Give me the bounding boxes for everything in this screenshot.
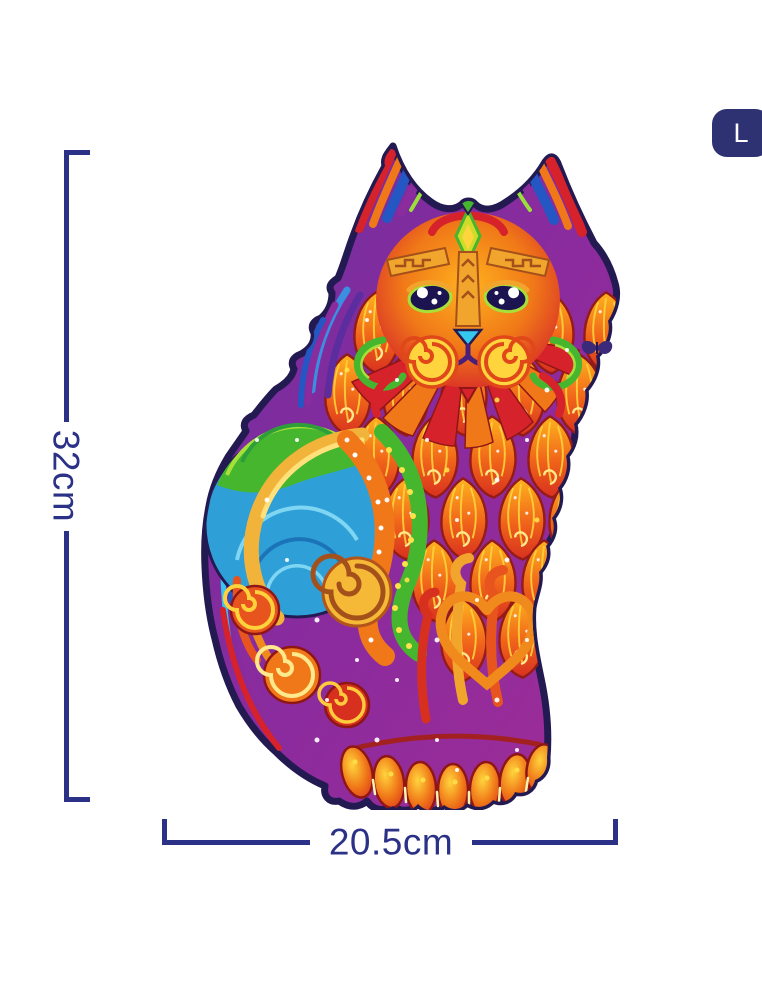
width-measure-left-tick [162,819,167,845]
height-measure-line-lower [64,531,69,802]
width-dimension-label: 20.5cm [328,821,454,863]
height-measure-bottom-tick [64,797,90,802]
width-measure-line-right [472,840,614,845]
height-measure-line-upper [64,150,69,422]
cat-illustration [201,142,621,810]
size-badge-label: L [733,117,749,148]
butterfly-mark [581,340,613,354]
height-dimension-label: 32cm [45,429,87,523]
size-badge-L[interactable]: L [712,109,762,157]
width-measure-line-left [164,840,310,845]
width-measure-right-tick [613,819,618,845]
height-measure-top-tick [64,150,90,155]
